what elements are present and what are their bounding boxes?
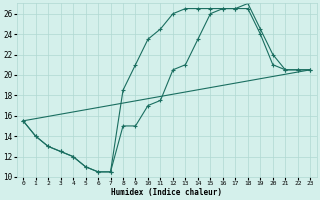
X-axis label: Humidex (Indice chaleur): Humidex (Indice chaleur) xyxy=(111,188,222,197)
